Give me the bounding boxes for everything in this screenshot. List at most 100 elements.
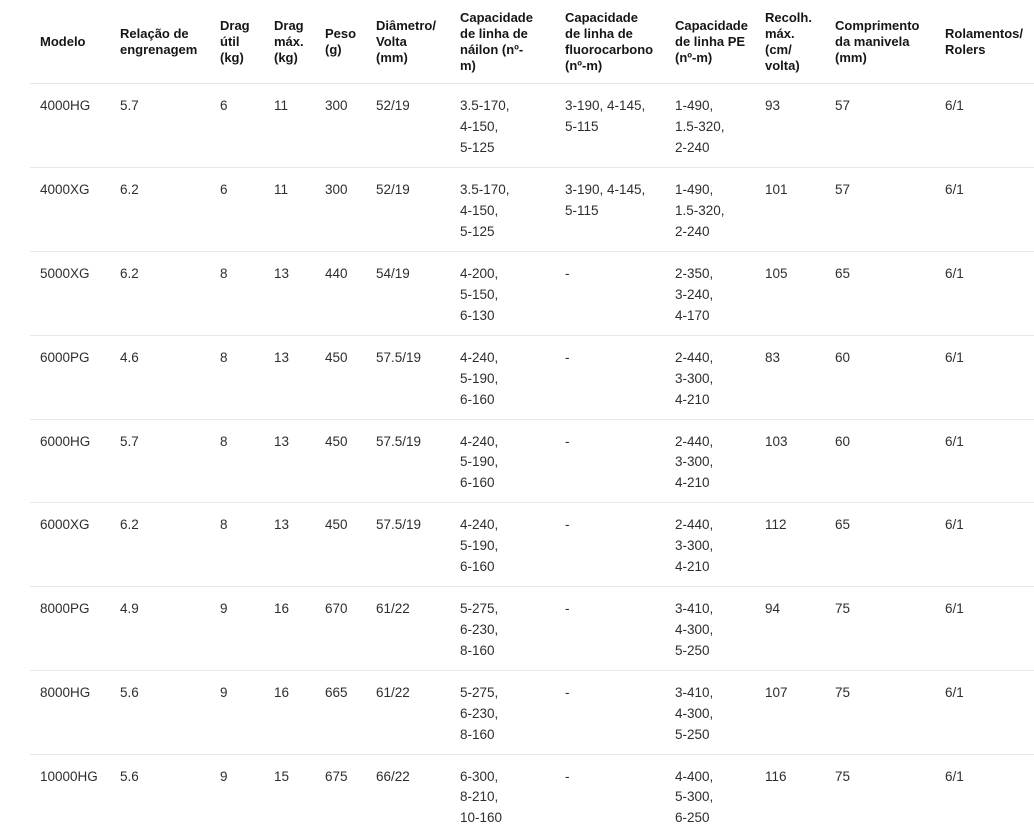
table-row-6000pg: 6000PG 4.6 8 13 450 57.5/19 4-240, 5-190… xyxy=(30,335,1034,420)
column-header-comprimento-manivela: Comprimento da manivela (mm) xyxy=(825,0,935,85)
column-header-modelo: Modelo xyxy=(30,0,110,85)
cell-cap-pe: 4-400, 5-300, 6-250 xyxy=(675,768,714,826)
header-row: Modelo Relação de engrenagem Drag útil (… xyxy=(30,0,1034,85)
column-header-capacidade-fluorocarbono: Capacidade de linha de fluorocarbono (nº… xyxy=(555,0,665,85)
cell-modelo: 6000HG xyxy=(30,419,110,504)
cell-recolhimento: 103 xyxy=(755,419,825,504)
cell-recolhimento: 116 xyxy=(765,768,787,784)
table-row-5000xg: 5000XG 6.2 8 13 440 54/19 4-200, 5-150, … xyxy=(30,251,1034,336)
cell-relacao: 4.9 xyxy=(110,586,210,671)
table-row-6000xg: 6000XG 6.2 8 13 450 57.5/19 4-240, 5-190… xyxy=(30,502,1034,588)
cell-peso: 670 xyxy=(315,586,366,671)
cell-modelo: 8000PG xyxy=(30,586,110,671)
cell-diametro: 54/19 xyxy=(366,251,450,336)
cell-rolamentos: 6/1 xyxy=(935,502,1034,588)
cell-modelo: 6000XG xyxy=(30,502,110,588)
cell-cap-pe: 1-490, 1.5-320, 2-240 xyxy=(665,83,755,169)
cell-manivela: 75 xyxy=(825,670,935,755)
column-header-capacidade-pe: Capacidade de linha PE (nº-m) xyxy=(665,0,755,85)
cell-manivela: 60 xyxy=(825,335,935,420)
cell-manivela: 57 xyxy=(825,167,935,252)
cell-relacao: 6.2 xyxy=(110,167,210,252)
cell-relacao: 6.2 xyxy=(110,251,210,336)
cell-drag-util: 8 xyxy=(210,502,264,588)
column-header-rolamentos: Rolamentos/ Rolers xyxy=(935,0,1034,85)
cell-manivela: 65 xyxy=(825,251,935,336)
table-row-8000hg: 8000HG 5.6 9 16 665 61/22 5-275, 6-230, … xyxy=(30,670,1034,755)
cell-drag-max: 13 xyxy=(264,419,315,504)
cell-relacao: 4.6 xyxy=(110,335,210,420)
cell-peso: 450 xyxy=(315,419,366,504)
cell-rolamentos: 6/1 xyxy=(935,335,1034,420)
cell-rolamentos: 6/1 xyxy=(935,586,1034,671)
cell-peso: 450 xyxy=(315,502,366,588)
column-header-drag-util: Drag útil (kg) xyxy=(210,0,264,85)
table-header: Modelo Relação de engrenagem Drag útil (… xyxy=(30,0,1034,85)
cell-peso: 675 xyxy=(325,768,348,784)
reel-specs-table: Modelo Relação de engrenagem Drag útil (… xyxy=(30,0,1034,832)
cell-rolamentos: 6/1 xyxy=(945,768,964,784)
cell-modelo: 4000HG xyxy=(30,83,110,169)
cell-drag-max: 11 xyxy=(264,83,315,169)
cell-drag-max: 11 xyxy=(264,167,315,252)
cell-drag-max: 15 xyxy=(274,768,290,784)
cell-recolhimento: 93 xyxy=(755,83,825,169)
cell-diametro: 52/19 xyxy=(366,83,450,169)
cell-cap-pe: 1-490, 1.5-320, 2-240 xyxy=(665,167,755,252)
cell-manivela: 75 xyxy=(825,586,935,671)
cell-cap-fluoro: - xyxy=(565,768,570,784)
table-row-4000xg: 4000XG 6.2 6 11 300 52/19 3.5-170, 4-150… xyxy=(30,167,1034,252)
cell-diametro: 61/22 xyxy=(366,586,450,671)
cell-manivela: 75 xyxy=(835,768,851,784)
cell-diametro: 52/19 xyxy=(366,167,450,252)
cell-modelo: 6000PG xyxy=(30,335,110,420)
cell-relacao: 5.7 xyxy=(110,419,210,504)
cell-cap-fluoro: - xyxy=(555,335,665,420)
cell-manivela: 60 xyxy=(825,419,935,504)
cell-rolamentos: 6/1 xyxy=(935,83,1034,169)
cell-cap-pe: 2-440, 3-300, 4-210 xyxy=(665,502,755,588)
cell-cap-pe: 2-350, 3-240, 4-170 xyxy=(665,251,755,336)
cell-cap-nailon: 4-240, 5-190, 6-160 xyxy=(450,419,555,504)
column-header-drag-max: Drag máx. (kg) xyxy=(264,0,315,85)
cell-cap-fluoro: - xyxy=(555,502,665,588)
cell-cap-fluoro: - xyxy=(555,419,665,504)
cell-drag-max: 16 xyxy=(264,670,315,755)
cell-diametro: 61/22 xyxy=(366,670,450,755)
cell-relacao: 6.2 xyxy=(110,502,210,588)
cell-diametro: 57.5/19 xyxy=(366,335,450,420)
cell-cap-pe: 2-440, 3-300, 4-210 xyxy=(665,335,755,420)
cell-cap-fluoro: 3-190, 4-145, 5-115 xyxy=(555,167,665,252)
cell-cap-nailon: 6-300, 8-210, 10-160 xyxy=(460,768,503,826)
cell-relacao: 5.7 xyxy=(110,83,210,169)
cell-peso: 450 xyxy=(315,335,366,420)
cell-recolhimento: 94 xyxy=(755,586,825,671)
cell-recolhimento: 83 xyxy=(755,335,825,420)
column-header-peso: Peso (g) xyxy=(315,0,366,85)
column-header-relacao-engrenagem: Relação de engrenagem xyxy=(110,0,210,85)
cell-drag-util: 6 xyxy=(210,167,264,252)
cell-drag-util: 9 xyxy=(210,670,264,755)
cell-cap-fluoro: - xyxy=(555,586,665,671)
cell-modelo: 5000XG xyxy=(30,251,110,336)
cell-diametro: 57.5/19 xyxy=(366,502,450,588)
table-row-8000pg: 8000PG 4.9 9 16 670 61/22 5-275, 6-230, … xyxy=(30,586,1034,671)
table-row-4000hg: 4000HG 5.7 6 11 300 52/19 3.5-170, 4-150… xyxy=(30,83,1034,169)
table-row-10000hg: 10000HG 5.6 9 15 675 66/22 6-300, 8-210,… xyxy=(30,754,1034,832)
cell-modelo: 10000HG xyxy=(40,768,98,784)
cell-drag-util: 9 xyxy=(210,586,264,671)
cell-drag-max: 16 xyxy=(264,586,315,671)
cell-drag-util: 6 xyxy=(210,83,264,169)
cell-modelo: 8000HG xyxy=(30,670,110,755)
cell-cap-fluoro: - xyxy=(555,670,665,755)
cell-drag-max: 13 xyxy=(264,251,315,336)
cell-manivela: 57 xyxy=(825,83,935,169)
cell-peso: 665 xyxy=(315,670,366,755)
cell-rolamentos: 6/1 xyxy=(935,419,1034,504)
cell-cap-nailon: 5-275, 6-230, 8-160 xyxy=(450,670,555,755)
cell-rolamentos: 6/1 xyxy=(935,167,1034,252)
cell-drag-max: 13 xyxy=(264,335,315,420)
cell-peso: 300 xyxy=(315,167,366,252)
